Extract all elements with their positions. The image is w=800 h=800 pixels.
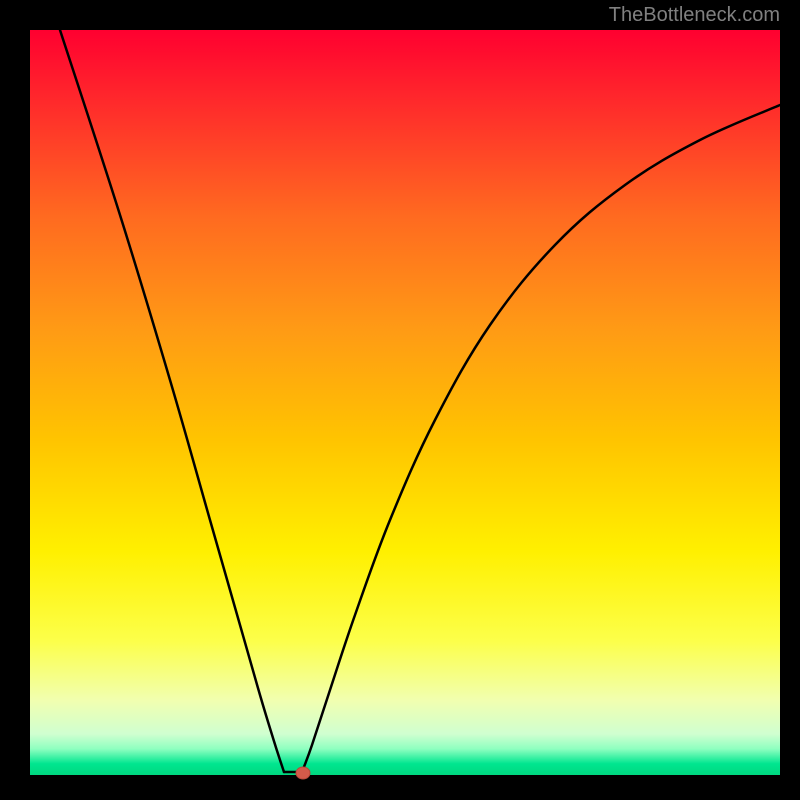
curve-right-branch <box>302 105 780 772</box>
minimum-marker <box>296 767 310 779</box>
curve-left-branch <box>60 30 284 772</box>
curve-svg <box>0 0 800 800</box>
watermark-text: TheBottleneck.com <box>609 4 780 27</box>
